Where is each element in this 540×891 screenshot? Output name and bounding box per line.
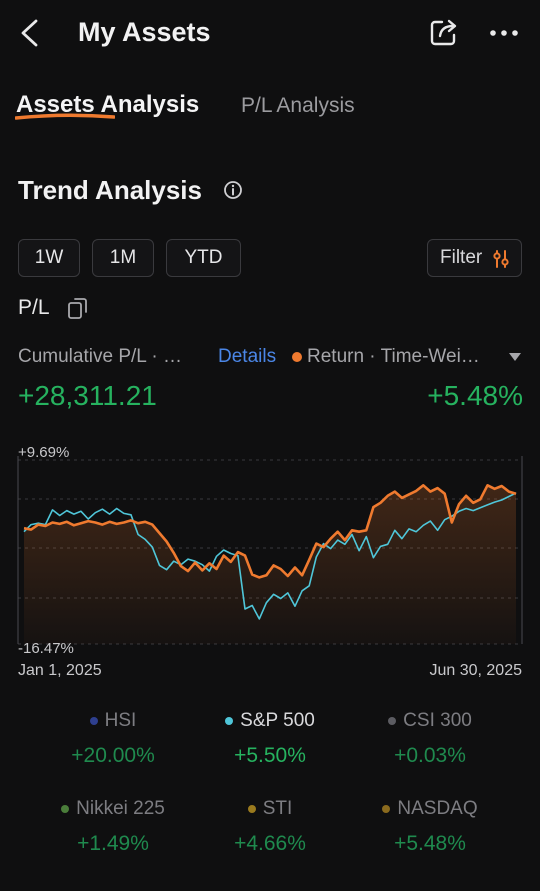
y-max-label: +9.69% bbox=[18, 444, 69, 461]
x-end-label: Jun 30, 2025 bbox=[429, 662, 522, 679]
benchmark-value: +4.66% bbox=[234, 832, 306, 855]
benchmark-color-dot bbox=[225, 717, 234, 725]
benchmark-label: STI bbox=[262, 798, 293, 819]
benchmark-color-dot bbox=[382, 805, 391, 813]
trend-chart[interactable]: +9.69% -16.47% Jan 1, 2025 Jun 30, 2025 bbox=[0, 436, 540, 686]
tab-pl-analysis[interactable]: P/L Analysis bbox=[241, 94, 355, 117]
return-type-selector[interactable]: Return · Time-Wei… bbox=[307, 346, 480, 367]
range-1w-button[interactable]: 1W bbox=[18, 239, 80, 277]
return-area-fill bbox=[24, 485, 516, 644]
benchmark-value: +0.03% bbox=[394, 744, 466, 767]
share-icon[interactable] bbox=[428, 16, 460, 48]
filter-label: Filter bbox=[440, 247, 483, 268]
cumulative-pl-value: +28,311.21 bbox=[18, 380, 157, 411]
range-1m-button[interactable]: 1M bbox=[92, 239, 154, 277]
benchmark-name: STI bbox=[247, 798, 293, 820]
chevron-left-icon[interactable] bbox=[14, 16, 44, 50]
return-value: +5.48% bbox=[427, 380, 523, 411]
benchmark-value: +20.00% bbox=[71, 744, 155, 767]
top-bar: My Assets bbox=[0, 0, 540, 68]
more-dots-icon[interactable] bbox=[488, 22, 520, 44]
return-legend-dot bbox=[292, 352, 302, 362]
benchmark-color-dot bbox=[61, 805, 70, 813]
benchmark-value: +1.49% bbox=[77, 832, 149, 855]
benchmark-label: NASDAQ bbox=[397, 798, 478, 819]
benchmark-label: HSI bbox=[104, 710, 137, 731]
sp500-line bbox=[23, 492, 517, 620]
benchmark-nasdaq[interactable]: NASDAQ +5.48% bbox=[355, 798, 505, 856]
return-line bbox=[23, 483, 517, 579]
benchmark-csi-300[interactable]: CSI 300 +0.03% bbox=[355, 710, 505, 768]
switch-icon[interactable] bbox=[66, 295, 90, 321]
y-min-label: -16.47% bbox=[18, 640, 74, 657]
benchmark-name: NASDAQ bbox=[382, 798, 478, 820]
pl-label: P/L bbox=[18, 296, 50, 319]
benchmark-s-p-500[interactable]: S&P 500 +5.50% bbox=[195, 710, 345, 768]
benchmark-nikkei-225[interactable]: Nikkei 225 +1.49% bbox=[38, 798, 188, 856]
page-title: My Assets bbox=[78, 17, 211, 47]
benchmark-name: Nikkei 225 bbox=[61, 798, 165, 820]
benchmark-color-dot bbox=[247, 805, 256, 813]
benchmark-label: CSI 300 bbox=[403, 710, 472, 731]
x-start-label: Jan 1, 2025 bbox=[18, 662, 102, 679]
cumulative-pl-selector[interactable]: Cumulative P/L · … bbox=[18, 346, 183, 367]
range-ytd-button[interactable]: YTD bbox=[166, 239, 241, 277]
benchmark-hsi[interactable]: HSI +20.00% bbox=[38, 710, 188, 768]
benchmark-color-dot bbox=[388, 717, 397, 725]
tab-active-underline bbox=[15, 113, 115, 120]
benchmark-label: Nikkei 225 bbox=[76, 798, 165, 819]
info-icon[interactable] bbox=[223, 180, 243, 200]
benchmark-label: S&P 500 bbox=[240, 710, 315, 731]
benchmark-name: CSI 300 bbox=[388, 710, 472, 732]
benchmark-value: +5.48% bbox=[394, 832, 466, 855]
benchmark-sti[interactable]: STI +4.66% bbox=[195, 798, 345, 856]
benchmark-value: +5.50% bbox=[234, 744, 306, 767]
benchmark-color-dot bbox=[89, 717, 98, 725]
details-link[interactable]: Details bbox=[218, 346, 277, 367]
tab-assets-analysis[interactable]: Assets Analysis bbox=[16, 91, 200, 118]
benchmark-name: S&P 500 bbox=[225, 710, 315, 732]
trend-analysis-title: Trend Analysis bbox=[18, 175, 202, 205]
filter-sliders-icon bbox=[493, 250, 509, 268]
benchmark-name: HSI bbox=[89, 710, 137, 732]
filter-button[interactable]: Filter bbox=[427, 239, 522, 277]
caret-down-icon[interactable] bbox=[508, 352, 522, 362]
